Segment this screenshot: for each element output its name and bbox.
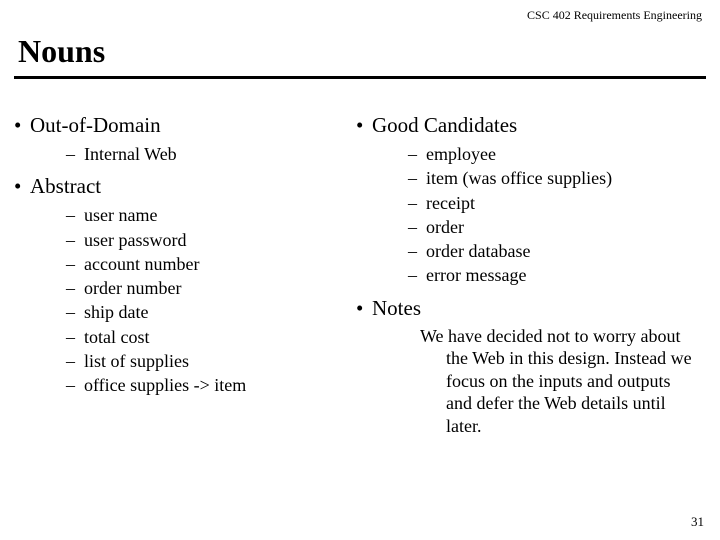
bullet-icon: • — [14, 174, 21, 199]
list-item-text: employee — [426, 144, 496, 164]
list-item-text: list of supplies — [84, 351, 189, 371]
content-area: • Out-of-Domain –Internal Web • Abstract… — [0, 79, 720, 437]
dash-icon: – — [66, 300, 75, 324]
abstract-list: –user name–user password–account number–… — [18, 203, 360, 397]
list-item: –order number — [18, 276, 360, 300]
list-item: –total cost — [18, 325, 360, 349]
dash-icon: – — [66, 276, 75, 300]
list-item-text: account number — [84, 254, 199, 274]
dash-icon: – — [66, 228, 75, 252]
dash-icon: – — [408, 166, 417, 190]
page-number: 31 — [691, 514, 704, 530]
left-column: • Out-of-Domain –Internal Web • Abstract… — [18, 113, 360, 437]
list-item: –order — [360, 215, 702, 239]
list-item: –user name — [18, 203, 360, 227]
dash-icon: – — [66, 349, 75, 373]
list-item-text: office supplies -> item — [84, 375, 246, 395]
dash-icon: – — [408, 239, 417, 263]
list-item: –list of supplies — [18, 349, 360, 373]
notes-body: We have decided not to worry about the W… — [386, 325, 702, 438]
out-of-domain-list: –Internal Web — [18, 142, 360, 166]
heading-notes: • Notes — [360, 296, 702, 321]
list-item: –office supplies -> item — [18, 373, 360, 397]
bullet-icon: • — [356, 296, 363, 321]
dash-icon: – — [408, 191, 417, 215]
bullet-icon: • — [14, 113, 21, 138]
heading-text: Good Candidates — [372, 113, 517, 137]
heading-abstract: • Abstract — [18, 174, 360, 199]
list-item-text: order database — [426, 241, 530, 261]
dash-icon: – — [408, 142, 417, 166]
list-item: –receipt — [360, 191, 702, 215]
list-item-text: Internal Web — [84, 144, 177, 164]
list-item: –user password — [18, 228, 360, 252]
list-item-text: user name — [84, 205, 157, 225]
list-item: –account number — [18, 252, 360, 276]
dash-icon: – — [408, 263, 417, 287]
list-item-text: order — [426, 217, 464, 237]
dash-icon: – — [66, 252, 75, 276]
list-item: –employee — [360, 142, 702, 166]
list-item-text: item (was office supplies) — [426, 168, 612, 188]
list-item: –item (was office supplies) — [360, 166, 702, 190]
list-item: –ship date — [18, 300, 360, 324]
dash-icon: – — [408, 215, 417, 239]
bullet-icon: • — [356, 113, 363, 138]
list-item: –order database — [360, 239, 702, 263]
dash-icon: – — [66, 203, 75, 227]
heading-text: Abstract — [30, 174, 101, 198]
slide-title: Nouns — [0, 23, 720, 76]
heading-out-of-domain: • Out-of-Domain — [18, 113, 360, 138]
dash-icon: – — [66, 325, 75, 349]
list-item-text: order number — [84, 278, 181, 298]
list-item-text: error message — [426, 265, 526, 285]
list-item: –Internal Web — [18, 142, 360, 166]
heading-text: Notes — [372, 296, 421, 320]
dash-icon: – — [66, 142, 75, 166]
dash-icon: – — [66, 373, 75, 397]
list-item-text: ship date — [84, 302, 149, 322]
list-item-text: total cost — [84, 327, 150, 347]
good-candidates-list: –employee–item (was office supplies)–rec… — [360, 142, 702, 288]
list-item: –error message — [360, 263, 702, 287]
right-column: • Good Candidates –employee–item (was of… — [360, 113, 702, 437]
heading-text: Out-of-Domain — [30, 113, 161, 137]
list-item-text: receipt — [426, 193, 475, 213]
heading-good-candidates: • Good Candidates — [360, 113, 702, 138]
course-header: CSC 402 Requirements Engineering — [0, 0, 720, 23]
list-item-text: user password — [84, 230, 186, 250]
